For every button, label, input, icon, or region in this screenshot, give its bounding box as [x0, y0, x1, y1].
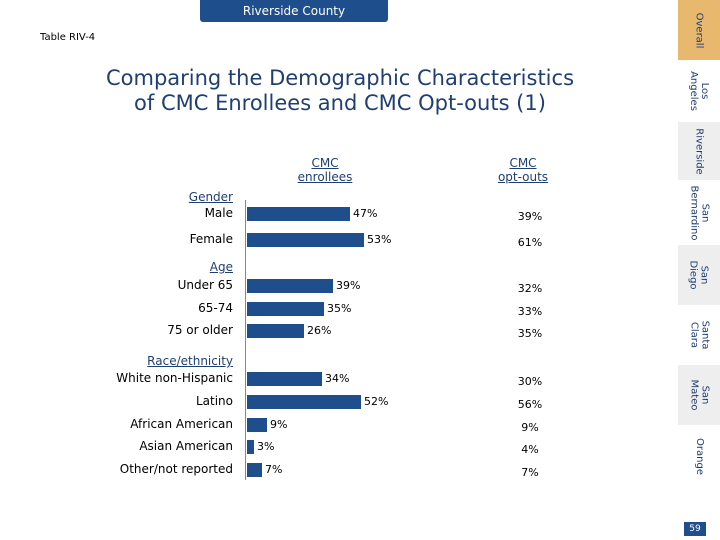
section-race: Race/ethnicity [147, 354, 233, 368]
table-id: Table RIV-4 [40, 32, 96, 43]
side-tab[interactable]: Los Angeles [678, 60, 720, 122]
side-tab-label-line1: San [698, 385, 710, 405]
enrollee-value-label: 3% [257, 440, 275, 453]
enrollee-bar [247, 463, 262, 477]
enrollee-bar [247, 372, 322, 386]
side-tab-label-line2: Bernardino [688, 185, 699, 240]
column-header-optouts-line1: CMC [509, 156, 537, 170]
column-header-enrollees-line1: CMC [311, 156, 339, 170]
side-tab[interactable]: San Mateo [678, 365, 720, 425]
enrollee-value-label: 39% [336, 279, 361, 292]
enrollee-value-label: 7% [265, 463, 283, 476]
side-tab-label-line2: Angeles [687, 71, 699, 111]
page-number: 59 [684, 522, 706, 536]
row-label: African American [130, 417, 233, 431]
column-header-enrollees-line2: enrollees [297, 170, 353, 184]
row-label: Female [189, 232, 233, 246]
optout-value-label: 9% [521, 421, 539, 434]
page-title: Comparing the Demographic Characteristic… [60, 66, 620, 116]
side-tab-label: Santa Clara [688, 321, 710, 350]
chart-axis [245, 200, 246, 480]
side-tab-label: San Diego [688, 260, 710, 289]
side-tab-label-line2: Mateo [687, 379, 699, 411]
optout-value-label: 33% [517, 305, 543, 318]
side-tab-label-line2: Clara [688, 321, 699, 349]
enrollee-value-label: 26% [307, 324, 332, 337]
enrollee-bar [247, 324, 304, 338]
side-tab-label-line1: Santa [699, 320, 710, 350]
enrollee-bar [247, 440, 254, 454]
side-tab[interactable]: San Diego [678, 245, 720, 305]
side-tab-label-line1: Overall [693, 12, 705, 48]
optout-value-label: 30% [517, 375, 543, 388]
enrollee-value-label: 52% [364, 395, 389, 408]
side-tab[interactable]: Orange [678, 425, 720, 487]
side-tab-label-line1: Los [698, 82, 710, 100]
row-label: White non-Hispanic [116, 371, 233, 385]
side-tab[interactable]: Santa Clara [678, 305, 720, 365]
side-tab-label-line1: Orange [693, 437, 705, 475]
row-label: Latino [195, 394, 233, 408]
enrollee-value-label: 35% [327, 302, 352, 315]
row-label: Under 65 [177, 278, 233, 292]
county-banner: Riverside County [200, 0, 388, 22]
side-tab-label: Los Angeles [688, 71, 710, 111]
column-header-enrollees: CMC enrollees [280, 156, 370, 184]
column-header-optouts: CMC opt-outs [478, 156, 568, 184]
row-label: Other/not reported [119, 462, 233, 476]
side-tab[interactable]: Overall [678, 0, 720, 60]
row-label: 65-74 [198, 301, 233, 315]
optout-value-label: 32% [517, 282, 543, 295]
optout-value-label: 7% [521, 466, 539, 479]
side-tab[interactable]: San Bernardino [678, 180, 720, 245]
enrollee-bar [247, 207, 350, 221]
side-tab-label: Riverside [694, 128, 705, 174]
optout-value-label: 39% [517, 210, 543, 223]
title-line-1: Comparing the Demographic Characteristic… [105, 66, 575, 90]
optout-value-label: 61% [517, 236, 543, 249]
enrollee-value-label: 47% [353, 207, 378, 220]
enrollee-bar [247, 395, 361, 409]
optout-value-label: 56% [517, 398, 543, 411]
row-label: 75 or older [167, 323, 233, 337]
enrollee-bar [247, 418, 267, 432]
row-label: Male [204, 206, 233, 220]
enrollee-value-label: 9% [270, 418, 288, 431]
side-tab-label: Orange [693, 438, 704, 475]
side-tab-label-line1: San [698, 265, 710, 285]
optout-value-label: 4% [521, 443, 539, 456]
side-tab[interactable]: Riverside [678, 122, 720, 180]
side-tab-label: Overall [694, 12, 705, 48]
optout-value-label: 35% [517, 327, 543, 340]
side-tab-label: San Mateo [688, 380, 710, 411]
side-tab-label-line1: Riverside [693, 127, 705, 175]
side-tab-label: San Bernardino [688, 185, 710, 240]
title-line-2: of CMC Enrollees and CMC Opt-outs (1) [134, 91, 546, 115]
enrollee-value-label: 34% [325, 372, 350, 385]
side-tab-label-line1: San [699, 203, 710, 222]
enrollee-bar [247, 233, 364, 247]
enrollee-bar [247, 302, 324, 316]
enrollee-bar [247, 279, 333, 293]
section-gender: Gender [188, 190, 233, 204]
side-tab-label-line2: Diego [687, 260, 699, 290]
section-age: Age [209, 260, 233, 274]
column-header-optouts-line2: opt-outs [497, 170, 549, 184]
enrollee-value-label: 53% [367, 233, 392, 246]
row-label: Asian American [139, 439, 233, 453]
